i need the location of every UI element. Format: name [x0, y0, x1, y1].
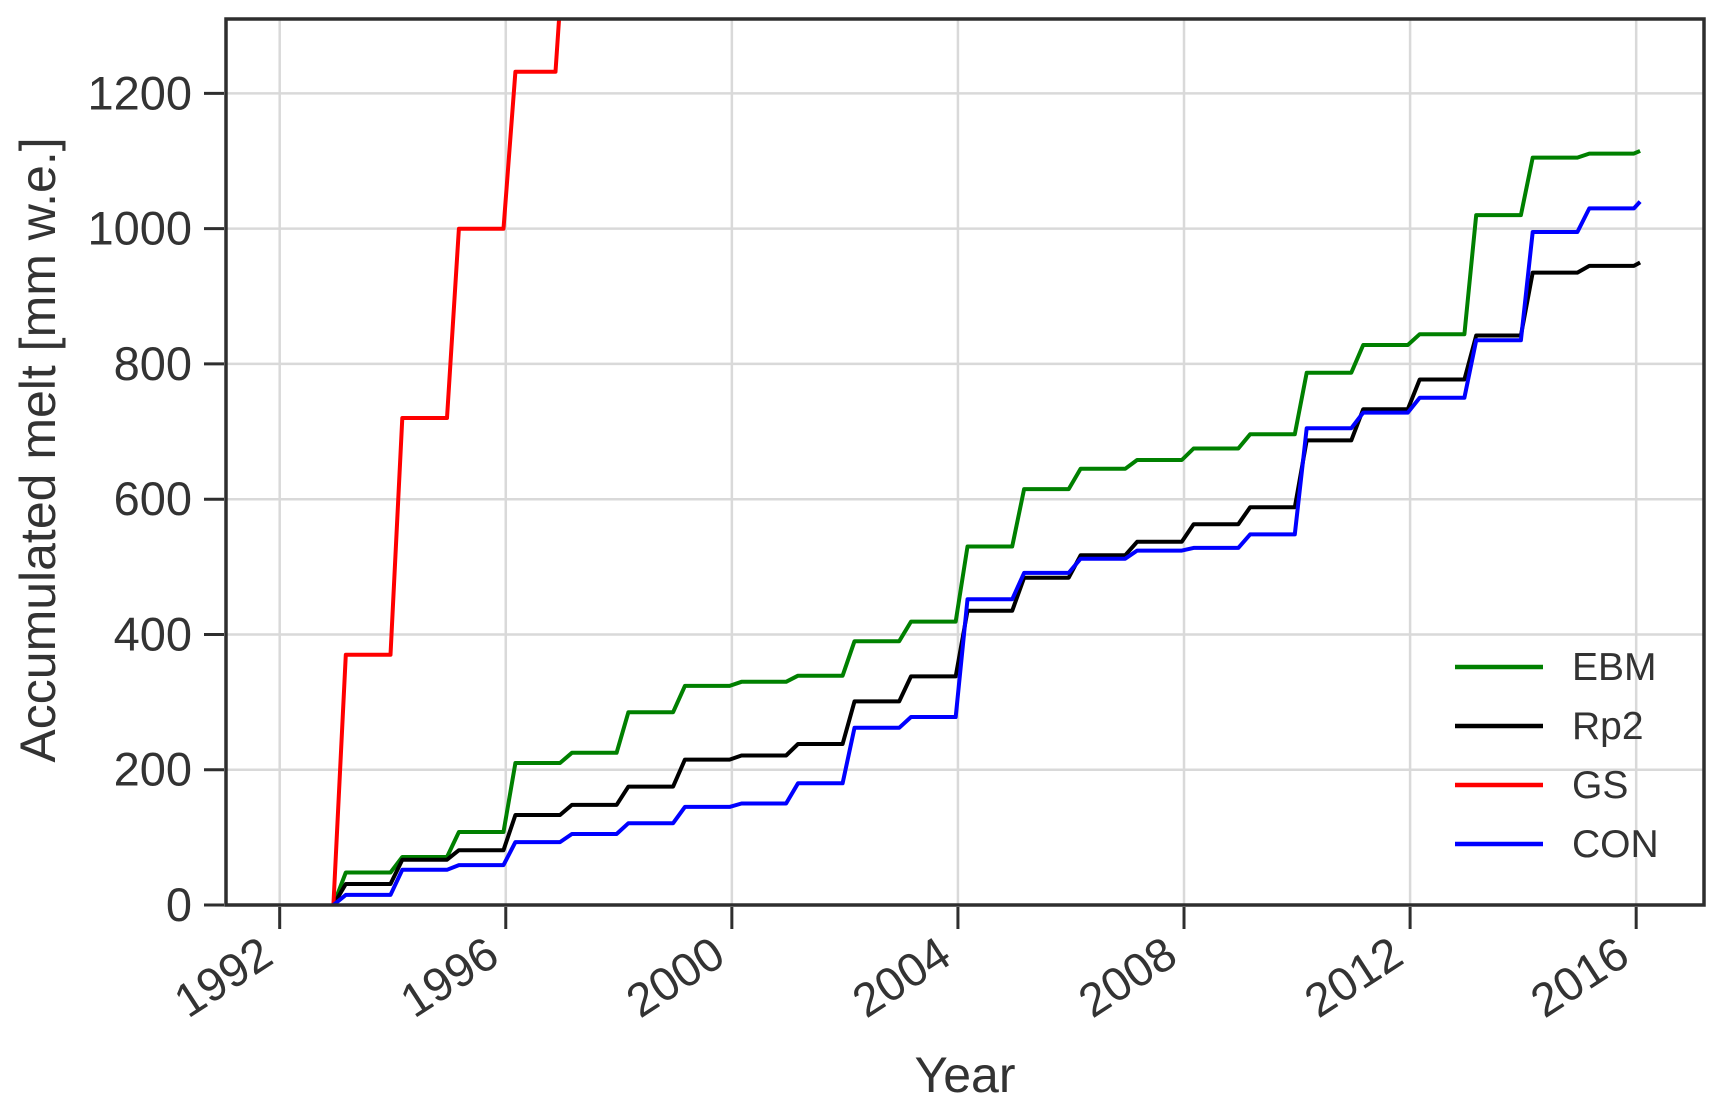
gridlines: [226, 19, 1704, 905]
data-series: [331, 19, 1642, 906]
axes-frame: [224, 17, 1706, 907]
legend-label-EBM: EBM: [1572, 646, 1657, 689]
y-tick-label: 600: [114, 472, 192, 525]
y-tick-label: 400: [114, 607, 192, 660]
legend-entry-EBM: EBM: [1455, 646, 1657, 689]
legend-entry-Rp2: Rp2: [1455, 705, 1644, 748]
y-tick-label: 200: [114, 743, 192, 796]
legend-label-Rp2: Rp2: [1572, 705, 1644, 748]
x-axis-title: Year: [914, 1047, 1015, 1103]
legend-entry-CON: CON: [1455, 823, 1659, 866]
legend-label-GS: GS: [1572, 764, 1628, 807]
legend-label-CON: CON: [1572, 823, 1659, 866]
series-line-GS: [331, 19, 562, 906]
y-tick-label: 800: [114, 337, 192, 390]
series-line-CON: [332, 200, 1642, 906]
series-line-EBM: [331, 149, 1641, 906]
y-axis-title: Accumulated melt [mm w.e.]: [10, 137, 66, 762]
series-line-Rp2: [331, 260, 1642, 906]
y-tick-label: 0: [166, 878, 192, 931]
y-tick-label: 1200: [87, 66, 192, 119]
legend-entry-GS: GS: [1455, 764, 1628, 807]
y-tick-label: 1000: [87, 202, 192, 255]
legend: EBM Rp2 GS CON: [1455, 646, 1659, 866]
